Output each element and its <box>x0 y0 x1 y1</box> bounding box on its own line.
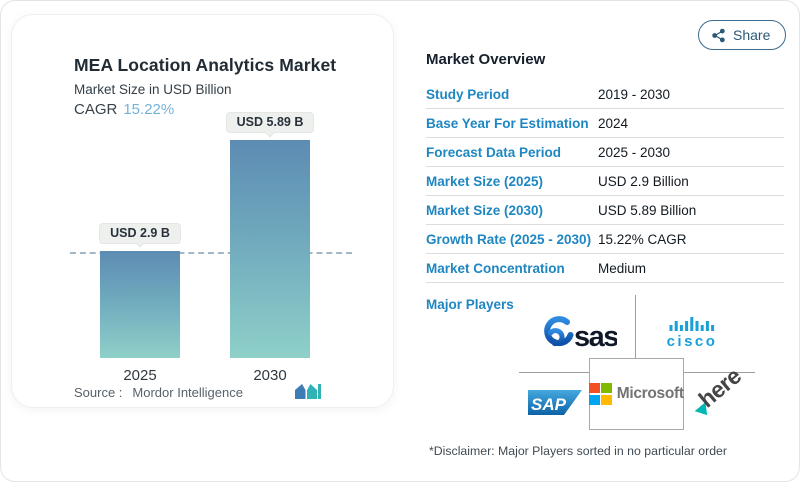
row-value: Medium <box>598 260 647 276</box>
row-label: Growth Rate (2025 - 2030) <box>426 231 592 247</box>
sas-logo: sas <box>544 316 617 353</box>
table-row-growth-rate: Growth Rate (2025 - 2030) 15.22% CAGR <box>426 225 784 254</box>
chart-title: MEA Location Analytics Market <box>74 55 337 75</box>
sap-logo: SAP <box>528 390 582 415</box>
overview-title: Market Overview <box>426 51 546 68</box>
table-row-study-period: Study Period 2019 - 2030 <box>426 80 784 109</box>
major-players-label: Major Players <box>426 297 514 312</box>
sas-logo-text: sas <box>574 321 617 353</box>
share-icon <box>712 28 725 42</box>
source-value: Mordor Intelligence <box>132 385 243 400</box>
chart-subtitle: Market Size in USD Billion <box>74 82 232 97</box>
cisco-logo-text: cisco <box>667 333 718 350</box>
row-label: Study Period <box>426 86 510 102</box>
row-label: Forecast Data Period <box>426 144 562 160</box>
row-label: Market Concentration <box>426 260 565 276</box>
x-axis-label: 2025 <box>123 367 157 384</box>
row-label: Market Size (2030) <box>426 202 544 218</box>
bar-group-2030: USD 5.89 B 2030 <box>225 112 315 384</box>
bar-chart-plot: USD 2.9 B 2025 USD 5.89 B 2030 <box>12 15 393 407</box>
table-row-forecast-period: Forecast Data Period 2025 - 2030 <box>426 138 784 167</box>
players-divider-vertical <box>635 295 637 359</box>
chart-cagr: CAGR 15.22% <box>74 101 336 118</box>
table-row-base-year: Base Year For Estimation 2024 <box>426 109 784 138</box>
reference-dashed-line <box>70 251 352 254</box>
source-label: Source : <box>74 385 123 400</box>
share-button[interactable]: Share <box>698 20 787 50</box>
microsoft-squares-icon <box>589 382 612 406</box>
disclaimer-text: *Disclaimer: Major Players sorted in no … <box>429 444 727 458</box>
row-label: Base Year For Estimation <box>426 115 589 131</box>
row-value: USD 5.89 Billion <box>598 202 697 218</box>
share-button-label: Share <box>733 27 771 43</box>
mordor-intelligence-logo-icon <box>295 384 321 399</box>
bar-2025 <box>100 250 180 358</box>
row-label: Market Size (2025) <box>426 173 544 189</box>
microsoft-logo-text: Microsoft <box>616 385 684 402</box>
market-chart-card: USD 2.9 B 2025 USD 5.89 B 2030 MEA Location… <box>11 14 394 408</box>
bar-group-2025: USD 2.9 B 2025 <box>99 222 181 384</box>
row-value: 2024 <box>598 115 629 131</box>
bar-2030 <box>230 140 310 358</box>
row-value: 15.22% CAGR <box>598 231 687 247</box>
row-value: 2025 - 2030 <box>598 144 671 160</box>
chart-header: MEA Location Analytics Market Market Siz… <box>74 55 336 118</box>
table-row-market-concentration: Market Concentration Medium <box>426 254 784 283</box>
cagr-label: CAGR <box>74 101 118 118</box>
x-axis-label: 2030 <box>253 367 287 384</box>
cisco-logo: cisco <box>667 317 718 350</box>
chart-source: Source : Mordor Intelligence <box>74 385 243 400</box>
microsoft-logo: Microsoft <box>589 358 684 430</box>
table-row-market-size-2025: Market Size (2025) USD 2.9 Billion <box>426 167 784 196</box>
bar-value-badge: USD 2.9 B <box>99 222 181 244</box>
overview-table: Study Period 2019 - 2030 Base Year For E… <box>426 80 784 283</box>
row-value: USD 2.9 Billion <box>598 173 689 189</box>
cagr-value: 15.22% <box>123 101 175 118</box>
row-value: 2019 - 2030 <box>598 86 671 102</box>
bar-value-badge: USD 5.89 B <box>225 112 315 134</box>
table-row-market-size-2030: Market Size (2030) USD 5.89 Billion <box>426 196 784 225</box>
sap-logo-text: SAP <box>531 395 567 414</box>
